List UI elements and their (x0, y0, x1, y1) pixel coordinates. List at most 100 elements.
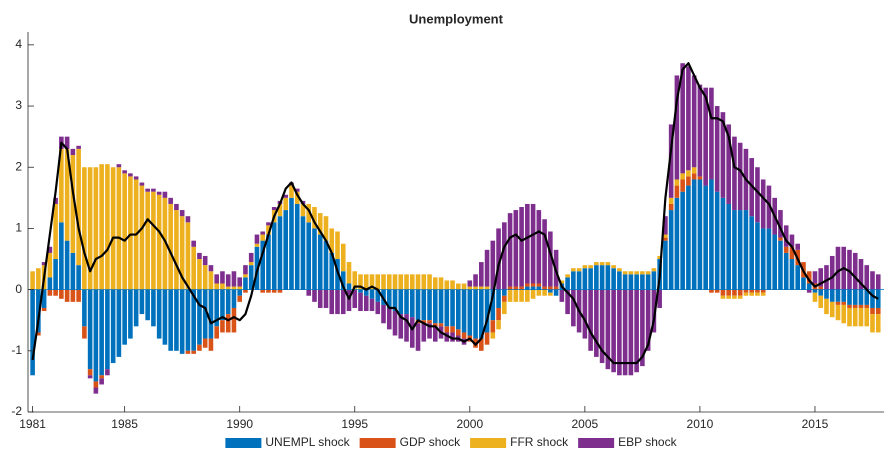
bar-segment (841, 301, 847, 305)
bar-segment (323, 289, 329, 308)
bar-segment (599, 289, 605, 364)
bar-segment (651, 271, 657, 290)
bar-segment (766, 185, 772, 229)
bar-segment (565, 277, 570, 290)
bar-segment (392, 289, 398, 312)
bar-segment (502, 301, 507, 315)
bar-segment (565, 289, 570, 315)
legend-label: UNEMPL shock (265, 435, 350, 449)
bar-segment (490, 240, 496, 290)
bar-segment (231, 289, 237, 308)
bar-segment (243, 277, 248, 290)
bar-segment (691, 75, 697, 168)
bar-segment (502, 295, 507, 302)
bar-segment (99, 375, 104, 379)
bar-segment (283, 194, 289, 198)
bar-segment (317, 213, 323, 235)
bar-segment (277, 216, 283, 290)
bar-segment (323, 240, 329, 290)
bar-segment (795, 265, 801, 290)
bar-segment (479, 338, 484, 351)
y-tick-label: 0 (15, 282, 22, 296)
bar-segment (588, 289, 593, 351)
bar-segment (697, 179, 703, 290)
bar-segment (461, 332, 467, 339)
bar-segment (530, 283, 536, 287)
bar-segment (668, 124, 674, 198)
bar-segment (30, 271, 35, 290)
bar-segment (404, 289, 409, 315)
bar-segment (352, 289, 358, 308)
bar-segment (438, 289, 444, 324)
bar-segment (358, 289, 363, 293)
bar-segment (870, 314, 875, 333)
bar-segment (271, 289, 277, 293)
bar-segment (220, 283, 225, 290)
bar-segment (197, 252, 202, 260)
bar-segment (576, 268, 582, 272)
bar-segment (225, 274, 231, 287)
bar-segment (116, 289, 122, 357)
bar-segment (317, 289, 323, 308)
bar-segment (599, 262, 605, 266)
bar-segment (490, 332, 496, 339)
bar-segment (571, 289, 576, 327)
bar-segment (628, 271, 634, 275)
bar-segment (473, 286, 478, 290)
bar-segment (392, 311, 398, 336)
bar-segment (306, 222, 312, 290)
bar-segment (53, 203, 58, 260)
bar-segment (254, 243, 260, 247)
bar-segment (162, 197, 168, 290)
bar-segment (789, 234, 795, 247)
bar-segment (772, 234, 777, 290)
bar-segment (732, 289, 737, 296)
bar-segment (398, 274, 404, 290)
bar-segment (197, 259, 202, 290)
bar-segment (208, 338, 214, 351)
bar-segment (214, 326, 219, 339)
bar-segment (875, 307, 881, 315)
bar-segment (484, 332, 490, 345)
bar-segment (651, 268, 657, 272)
bar-segment (133, 176, 139, 180)
bar-segment (709, 87, 714, 180)
bar-segment (766, 228, 772, 290)
bar-segment (93, 387, 99, 394)
bar-segment (668, 210, 674, 290)
bar-segment (70, 154, 76, 253)
total-line (31, 62, 879, 365)
bar-segment (438, 277, 444, 290)
bar-segment (801, 277, 806, 290)
bar-segment (162, 289, 168, 345)
bar-segment (151, 289, 156, 327)
bar-segment (594, 289, 599, 357)
bar-segment (168, 289, 173, 351)
bar-segment (611, 268, 616, 290)
bar-segment (502, 289, 507, 296)
bar-segment (668, 197, 674, 204)
bar-segment (409, 274, 415, 290)
bar-segment (829, 301, 835, 318)
bar-segment (645, 274, 651, 290)
bar-segment (145, 188, 150, 192)
bar-segment (76, 289, 81, 302)
bar-segment (99, 378, 104, 385)
bar-segment (818, 289, 824, 296)
bar-segment (64, 136, 70, 149)
bar-segment (663, 216, 668, 235)
bar-segment (502, 222, 507, 290)
bar-segment (30, 289, 35, 376)
bar-segment (640, 271, 645, 275)
bar-segment (657, 289, 662, 308)
bar-segment (640, 274, 645, 290)
bar-segment (174, 210, 179, 290)
bar-segment (450, 280, 455, 290)
bar-segment (409, 289, 415, 318)
x-tick-label: 1985 (111, 417, 138, 431)
bar-segment (737, 142, 743, 211)
bar-segment (87, 375, 93, 379)
bar-segment (312, 289, 317, 302)
bar-segment (864, 307, 870, 327)
